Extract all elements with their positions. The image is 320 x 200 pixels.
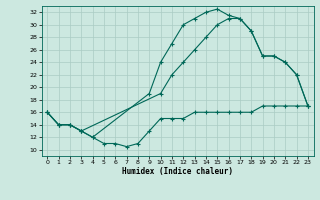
- X-axis label: Humidex (Indice chaleur): Humidex (Indice chaleur): [122, 167, 233, 176]
